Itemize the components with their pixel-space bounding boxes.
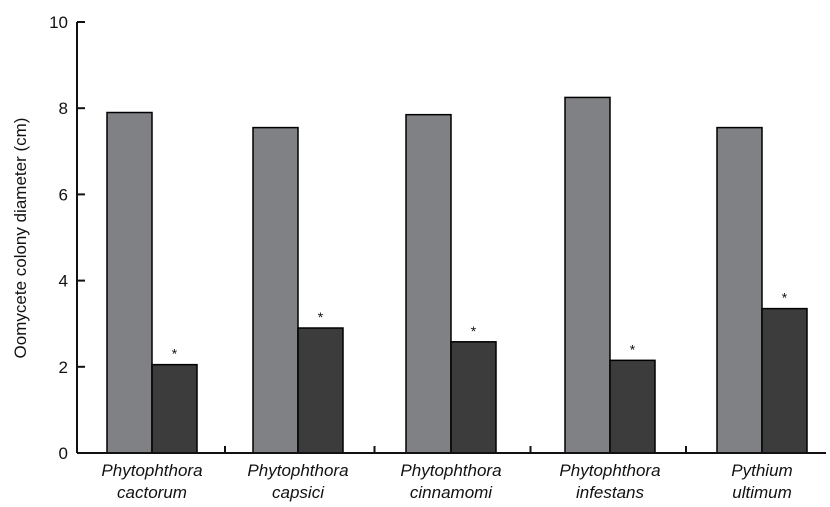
bar-series-0-category-2 [405,113,452,454]
significance-marker: * [172,346,178,362]
y-axis-title: Oomycete colony diameter (cm) [11,118,30,359]
x-category-label-line: Phytophthora [247,461,348,480]
x-category-label: Phytophthora capsici [247,461,348,502]
bar-series-1-category-3 [609,359,656,454]
y-tick-label: 6 [59,185,68,204]
y-tick-label: 8 [59,99,68,118]
y-tick-label: 2 [59,358,68,377]
x-category-label-line: Phytophthora [101,461,202,480]
x-category-label-line: Phytophthora [400,461,501,480]
x-category-label-line: Phytophthora [559,461,660,480]
bar-series-0-category-1 [252,126,299,454]
x-category-label-line: capsici [272,483,325,502]
x-category-label: Phytophthora cactorum [101,461,202,502]
axes-layer [76,21,826,454]
bar-series-1-category-4 [761,307,808,454]
bar-series-1-category-0 [151,363,198,454]
bars-layer [106,96,808,454]
y-tick-label: 10 [49,13,68,32]
x-category-label: Pythium ultimum [731,461,792,502]
bar-series-0-category-4 [716,126,763,454]
bar-series-1-category-2 [450,341,497,454]
bar-series-0-category-0 [106,111,153,454]
bar-series-1-category-1 [297,327,344,454]
bar-series-0-category-3 [564,96,611,454]
x-category-label-line: ultimum [732,483,792,502]
x-category-label-line: cinnamomi [410,483,493,502]
x-category-label: Phytophthora infestans [559,461,660,502]
significance-marker: * [630,341,636,357]
significance-marker: * [782,290,788,306]
x-category-label-line: cactorum [117,483,187,502]
y-tick-label: 4 [59,272,68,291]
x-category-label-line: infestans [576,483,645,502]
x-category-label: Phytophthora cinnamomi [400,461,501,502]
significance-marker: * [471,323,477,339]
significance-marker: * [318,309,324,325]
y-tick-label: 0 [59,444,68,463]
x-category-label-line: Pythium [731,461,792,480]
